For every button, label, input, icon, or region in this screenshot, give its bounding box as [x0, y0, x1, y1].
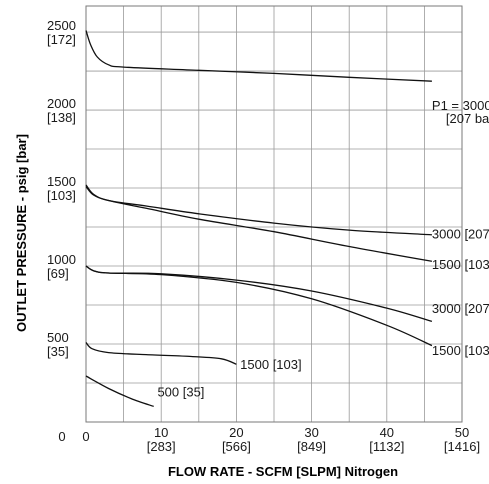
- series-line-5: [85, 341, 237, 365]
- tick-labels: 0 10[283] 20[566] 30[849] 40[1132] 50[1416] 50…: [47, 18, 480, 454]
- y-tick-label: 2000: [47, 96, 76, 111]
- x-tick-label: 30: [304, 425, 318, 440]
- curve-label-0-line2: [207 bar]: [446, 111, 489, 126]
- y-tick-label: 1000: [47, 252, 76, 267]
- series-layer: [85, 30, 433, 408]
- x-tick-label: 10: [154, 425, 168, 440]
- curve-label-5: 1500 [103]: [240, 357, 301, 372]
- y-tick-sublabel: [103]: [47, 188, 76, 203]
- x-tick-sublabel: [849]: [297, 439, 326, 454]
- x-tick-sublabel: [1416]: [444, 439, 480, 454]
- y-tick-sublabel: [35]: [47, 344, 69, 359]
- curve-label-4: 1500 [103]: [432, 343, 489, 358]
- curve-label-0: P1 = 3000 psig Inlet: [432, 98, 489, 113]
- curve-label-6: 500 [35]: [157, 384, 204, 399]
- series-line-6: [85, 375, 154, 408]
- y-tick-sublabel: [172]: [47, 32, 76, 47]
- x-tick-sublabel: [1132]: [369, 439, 404, 454]
- x-tick-label: 40: [380, 425, 394, 440]
- curve-labels: P1 = 3000 psig Inlet[207 bar] 3000 [207] 1…: [157, 98, 489, 399]
- x-tick-sublabel: [566]: [222, 439, 251, 454]
- y-tick-label: 1500: [47, 174, 76, 189]
- curve-label-1: 3000 [207]: [432, 227, 489, 242]
- x-axis-title: FLOW RATE - SCFM [SLPM] Nitrogen: [168, 464, 398, 479]
- series-line-0: [85, 30, 432, 82]
- origin-tick-label: 0: [58, 429, 65, 444]
- y-tick-label: 2500: [47, 18, 76, 33]
- series-line-4: [85, 265, 433, 347]
- curve-label-2: 1500 [103]: [432, 257, 489, 272]
- y-tick-sublabel: [138]: [47, 110, 76, 125]
- x-tick-label: 20: [229, 425, 243, 440]
- plot-frame: [85, 5, 463, 423]
- x-tick-label: 50: [455, 425, 469, 440]
- x-tick-sublabel: [283]: [147, 439, 176, 454]
- curve-label-3: 3000 [207]: [432, 301, 489, 316]
- y-axis-title: OUTLET PRESSURE - psig [bar]: [14, 134, 29, 332]
- series-line-3: [85, 265, 433, 323]
- y-tick-label: 500: [47, 330, 69, 345]
- x-tick-label: 0: [82, 429, 89, 444]
- series-line-2: [85, 186, 433, 262]
- y-tick-sublabel: [69]: [47, 266, 69, 281]
- grid: [85, 5, 463, 423]
